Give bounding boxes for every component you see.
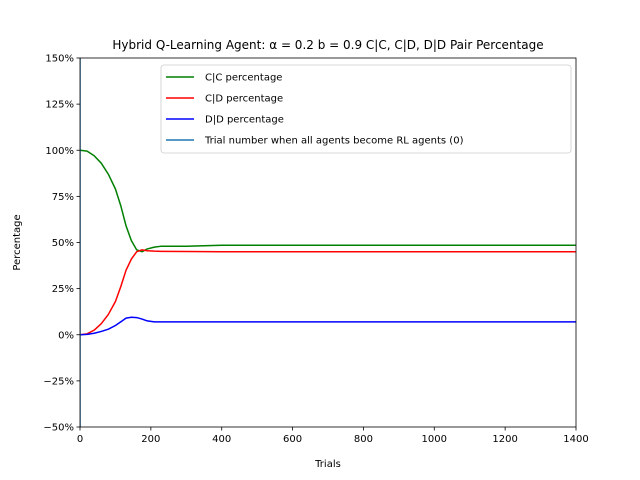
y-tick-label: 25% [52,284,74,295]
y-tick-label: 75% [52,192,74,203]
legend-label: C|D percentage [205,94,283,105]
series-group [80,58,576,427]
y-axis: −50% −25% 0% 25% 50% 75% 100% 125% 150% [43,54,80,434]
y-tick-label: 150% [45,54,74,65]
x-tick-label: 1200 [492,434,517,445]
y-axis-label: Percentage [12,214,23,270]
legend-label: Trial number when all agents become RL a… [204,136,464,147]
y-tick-label: 0% [58,330,74,341]
legend-label: D|D percentage [205,115,284,126]
x-tick-label: 200 [141,434,160,445]
series-line-2 [80,316,576,336]
y-tick-label: −50% [43,423,74,434]
y-tick-label: 50% [52,238,74,249]
series-line-1 [80,249,576,336]
y-tick-label: 100% [45,146,74,157]
x-axis-label: Trials [314,459,341,470]
y-tick-label: 125% [45,100,74,111]
legend: C|C percentage C|D percentage D|D percenta… [160,64,572,154]
legend-label: C|C percentage [205,73,282,84]
legend-box [160,64,572,154]
x-tick-label: 400 [212,434,231,445]
chart-title: Hybrid Q-Learning Agent: α = 0.2 b = 0.9… [112,38,543,52]
x-tick-label: 600 [283,434,302,445]
x-tick-label: 800 [354,434,373,445]
x-tick-label: 1400 [563,434,588,445]
y-tick-label: −25% [43,376,74,387]
x-axis: 0 200 400 600 800 1000 1200 1400 [77,427,589,445]
series-line-0 [80,149,576,253]
x-tick-label: 1000 [422,434,447,445]
x-tick-label: 0 [77,434,83,445]
